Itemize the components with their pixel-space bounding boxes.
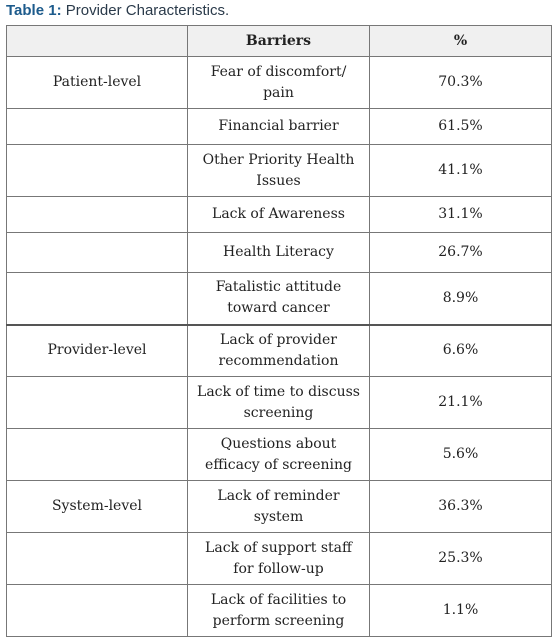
percent-cell: 1.1% [369,584,552,637]
table-row: Patient-level Fear of discomfort/ pain 7… [6,56,552,109]
barrier-cell: Financial barrier [187,108,370,145]
barrier-cell: Lack of time to discuss screening [187,376,370,429]
percent-cell: 36.3% [369,480,552,533]
barrier-cell: Lack of support staff for follow-up [187,532,370,585]
percent-cell: 5.6% [369,428,552,481]
table-row: Lack of facilities to perform screening … [6,584,552,637]
percent-cell: 31.1% [369,196,552,233]
percent-cell: 6.6% [369,323,552,377]
caption-text: Provider Characteristics. [61,2,230,19]
table-row: Other Priority Health Issues 41.1% [6,144,552,197]
level-cell: Patient-level [6,56,188,109]
caption-label: Table 1: [6,2,62,19]
table-row: Financial barrier 61.5% [6,108,552,145]
percent-cell: 61.5% [369,108,552,145]
table-row: Lack of support staff for follow-up 25.3… [6,532,552,585]
percent-cell: 25.3% [369,532,552,585]
barrier-cell: Lack of facilities to perform screening [187,584,370,637]
level-cell: Provider-level [6,323,188,377]
barrier-cell: Fatalistic attitude toward cancer [187,272,370,325]
barrier-cell: Lack of provider recommendation [187,323,370,377]
level-cell [6,428,188,481]
header-percent: % [369,25,552,57]
level-cell [6,376,188,429]
percent-cell: 70.3% [369,56,552,109]
table-row: Provider-level Lack of provider recommen… [6,323,552,377]
table-row: Lack of Awareness 31.1% [6,196,552,233]
table-row: Lack of time to discuss screening 21.1% [6,376,552,429]
table-row: Questions about efficacy of screening 5.… [6,428,552,481]
table-header-row: Barriers % [6,25,552,57]
percent-cell: 8.9% [369,272,552,325]
table-row: System-level Lack of reminder system 36.… [6,480,552,533]
barrier-cell: Questions about efficacy of screening [187,428,370,481]
percent-cell: 21.1% [369,376,552,429]
table-row: Health Literacy 26.7% [6,232,552,273]
table-row: Fatalistic attitude toward cancer 8.9% [6,272,552,325]
barrier-cell: Fear of discomfort/ pain [187,56,370,109]
barrier-cell: Lack of reminder system [187,480,370,533]
level-cell [6,272,188,325]
level-cell [6,584,188,637]
level-cell [6,144,188,197]
provider-characteristics-table: Barriers % Patient-level Fear of discomf… [6,25,552,637]
percent-cell: 41.1% [369,144,552,197]
level-cell [6,232,188,273]
level-cell [6,196,188,233]
barrier-cell: Lack of Awareness [187,196,370,233]
header-barriers: Barriers [187,25,370,57]
table-caption: Table 1: Provider Characteristics. [6,1,229,23]
level-cell [6,532,188,585]
header-level [6,25,188,57]
level-cell [6,108,188,145]
percent-cell: 26.7% [369,232,552,273]
barrier-cell: Health Literacy [187,232,370,273]
level-cell: System-level [6,480,188,533]
barrier-cell: Other Priority Health Issues [187,144,370,197]
